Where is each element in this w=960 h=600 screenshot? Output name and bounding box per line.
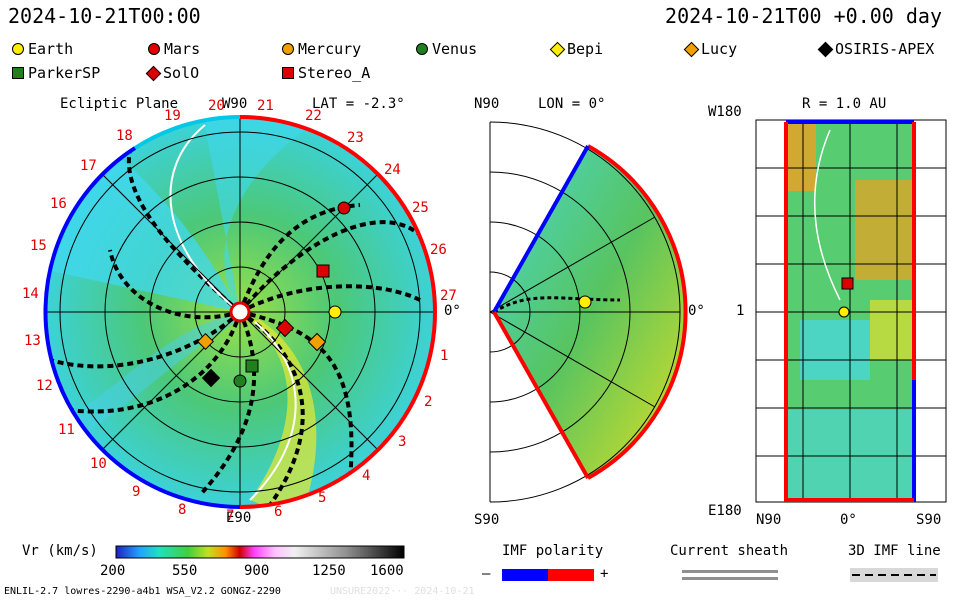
venus-marker-icon [416,43,428,55]
earth-meridional-marker-icon [578,295,592,309]
parkersp-marker-icon [12,67,24,79]
sector-7: 7 [226,508,235,524]
sector-19: 19 [164,108,181,124]
latlon-top-left: W180 [708,104,742,120]
sector-14: 14 [22,286,39,302]
velocity-colorbar [115,545,405,559]
meridional-lon: LON = 0° [538,96,606,112]
current-sheath-title: Current sheath [670,543,789,559]
sector-20: 20 [208,98,225,114]
sector-23: 23 [347,130,364,146]
solo-marker-icon [275,318,295,338]
ecliptic-top-label: W90 [222,96,248,112]
colorbar-tick-1250: 1250 [312,563,346,579]
imf-3d-title: 3D IMF line [848,543,941,559]
sector-25: 25 [412,200,429,216]
legend-mercury: Mercury [282,40,361,58]
latlon-x-right: S90 [916,512,942,528]
meridional-top-label: N90 [474,96,500,112]
mars-marker-icon [337,201,351,215]
parkersp-marker-icon [245,359,259,373]
legend-mars: Mars [148,40,200,58]
ecliptic-right-label: 0° [444,303,461,319]
sector-3: 3 [398,434,407,450]
meridional-bottom-label: S90 [474,512,500,528]
sector-24: 24 [384,162,401,178]
timestamp-right: 2024-10-21T00 +0.00 day [665,4,942,28]
sector-11: 11 [58,422,75,438]
sector-8: 8 [178,502,187,518]
colorbar-tick-900: 900 [244,563,270,579]
sector-17: 17 [80,158,97,174]
sector-5: 5 [318,490,327,506]
sector-21: 21 [257,98,274,114]
meridional-panel [489,121,688,503]
sector-15: 15 [30,238,47,254]
imf-minus-label: – [482,566,491,582]
mercury-marker-icon [282,43,294,55]
sector-26: 26 [430,242,447,258]
colorbar-tick-550: 550 [172,563,198,579]
latlon-r: R = 1.0 AU [802,96,887,112]
legend-venus: Venus [416,40,477,58]
imf-negative-swatch [502,569,548,581]
lucy-marker-icon [307,332,327,352]
sector-6: 6 [274,504,283,520]
footer-faint-info: UNSURE2022··· 2024-10-21 [330,586,475,597]
bepi-marker-icon [197,333,214,350]
sector-13: 13 [24,333,41,349]
imf-polarity-title: IMF polarity [502,543,604,559]
earth-marker-icon [12,43,24,55]
imf-plus-label: + [600,566,609,582]
colorbar-label: Vr (km/s) [22,543,98,559]
footer-model-info: ENLIL-2.7 lowres-2290-a4b1 WSA_V2.2 GONG… [4,586,281,597]
osiris-apex-marker-icon [201,368,221,388]
stereo-a-marker-icon [282,67,294,79]
imf-positive-swatch [548,569,594,581]
sector-2: 2 [424,394,433,410]
legend-parkersp: ParkerSP [12,64,100,82]
sector-18: 18 [116,128,133,144]
sector-27: 27 [440,288,457,304]
legend-bepi: Bepi [549,40,603,58]
timestamp-left: 2024-10-21T00:00 [8,4,201,28]
current-sheath-swatch [682,570,778,573]
colorbar-tick-200: 200 [100,563,126,579]
legend-earth: Earth [12,40,73,58]
legend-lucy: Lucy [683,40,737,58]
legend-solo: SolO [145,64,199,82]
sector-12: 12 [36,378,53,394]
latlon-mid-left: 1 [736,303,745,319]
sector-10: 10 [90,456,107,472]
venus-marker-icon [233,374,247,388]
latlon-bottom-left: E180 [708,503,742,519]
legend-stereo-a: Stereo_A [282,64,370,82]
ecliptic-title: Ecliptic Plane [60,96,179,112]
latlon-x-mid: 0° [840,512,857,528]
latlon-panel [755,119,947,503]
sector-4: 4 [362,468,371,484]
earth-latlon-marker-icon [838,306,850,318]
sector-16: 16 [50,196,67,212]
latlon-x-left: N90 [756,512,782,528]
earth-marker-icon [328,305,342,319]
ecliptic-plane-panel [43,115,437,509]
stereo-a-marker-icon [316,264,330,278]
sector-9: 9 [132,484,141,500]
mars-marker-icon [148,43,160,55]
legend-osiris-apex: OSIRIS-APEX [817,40,934,58]
meridional-right-label: 0° [688,303,705,319]
sector-1: 1 [440,348,449,364]
ecliptic-bottom-label: E90 [226,510,252,526]
ecliptic-lat: LAT = -2.3° [312,96,405,112]
colorbar-tick-1600: 1600 [370,563,404,579]
stereo-a-latlon-marker-icon [841,277,854,290]
sector-22: 22 [305,108,322,124]
